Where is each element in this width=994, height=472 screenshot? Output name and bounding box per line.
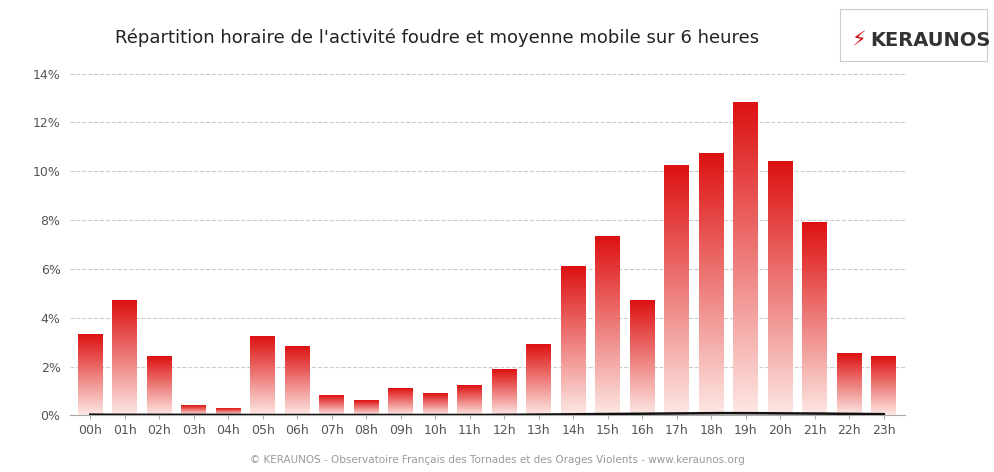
Text: ⚡: ⚡ [851,31,866,51]
Text: © KERAUNOS - Observatoire Français des Tornades et des Orages Violents - www.ker: © KERAUNOS - Observatoire Français des T… [249,455,745,465]
Text: KERAUNOS: KERAUNOS [871,31,991,50]
Text: Répartition horaire de l'activité foudre et moyenne mobile sur 6 heures: Répartition horaire de l'activité foudre… [115,28,759,47]
